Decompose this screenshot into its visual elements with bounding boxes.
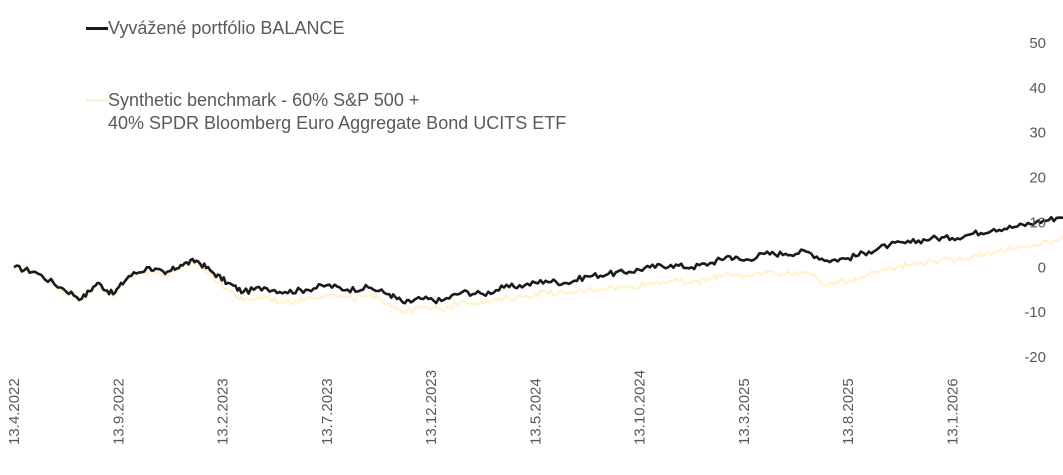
x-tick-label: 13.2.2023 [215, 378, 232, 445]
x-tick-label: 13.1.2026 [944, 378, 961, 445]
x-tick-label: 13.12.2023 [423, 370, 440, 445]
x-tick-label: 13.7.2023 [319, 378, 336, 445]
y-tick-label: 30 [1029, 125, 1046, 142]
legend-swatch-balance [86, 26, 108, 30]
y-tick-label: 20 [1029, 170, 1046, 187]
x-axis: 13.4.2022 13.9.2022 13.2.2023 13.7.2023 13.1… [6, 370, 961, 445]
x-tick-label: 13.10.2024 [632, 370, 649, 445]
x-tick-label: 13.3.2025 [736, 378, 753, 445]
x-tick-label: 13.4.2022 [6, 378, 23, 445]
series-line-balance [13, 215, 1063, 305]
legend-swatch-benchmark [86, 98, 108, 102]
y-tick-label: 50 [1029, 35, 1046, 52]
legend-item-balance: Vyvážené portfólio BALANCE [86, 17, 344, 40]
y-tick-label: 0 [1038, 259, 1046, 276]
y-tick-label: -10 [1024, 304, 1046, 321]
legend-label-benchmark-line1: Synthetic benchmark - 60% S&P 500 + [108, 90, 420, 110]
y-tick-label: 10 [1029, 214, 1046, 231]
y-tick-label: 40 [1029, 80, 1046, 97]
x-tick-label: 13.8.2025 [840, 378, 857, 445]
legend-label-balance: Vyvážené portfólio BALANCE [108, 18, 345, 38]
x-tick-label: 13.5.2024 [527, 378, 544, 445]
y-axis: -20 -10 0 10 20 30 40 50 [1024, 35, 1046, 366]
legend-item-benchmark: Synthetic benchmark - 60% S&P 500 + 40% … [86, 89, 566, 135]
y-tick-label: -20 [1024, 349, 1046, 366]
x-tick-label: 13.9.2022 [110, 378, 127, 445]
legend-label-benchmark-line2: 40% SPDR Bloomberg Euro Aggregate Bond U… [108, 113, 567, 133]
series-line-benchmark [13, 236, 1063, 315]
series-layer [13, 215, 1063, 315]
